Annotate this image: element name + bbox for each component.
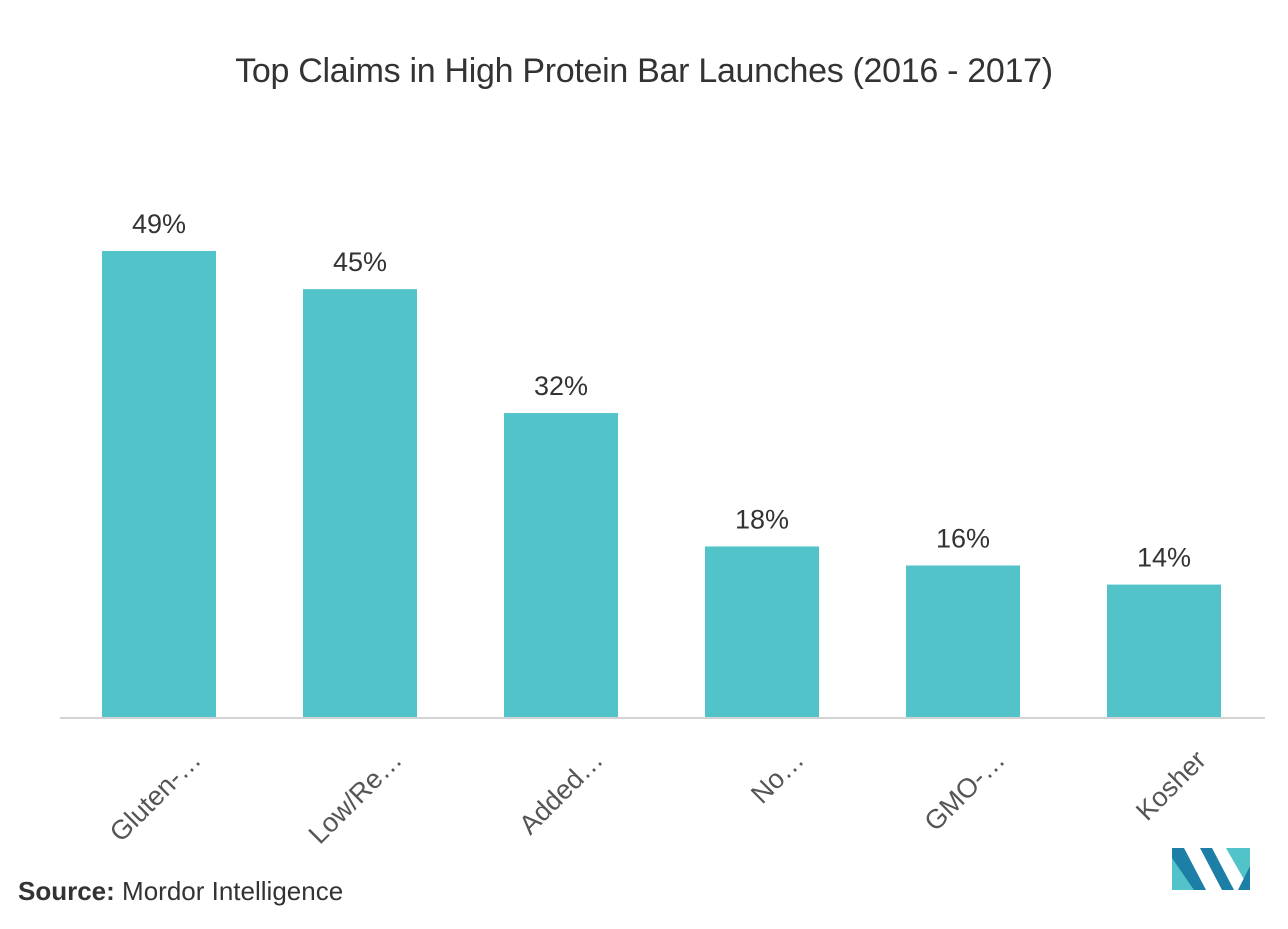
x-tick-label-3: Added… bbox=[513, 745, 609, 841]
x-tick-label-2: Low/Re… bbox=[303, 745, 408, 850]
bar-1 bbox=[102, 251, 216, 718]
data-label-6: 14% bbox=[1137, 543, 1191, 573]
data-label-3: 32% bbox=[534, 371, 588, 401]
source-note: Source: Mordor Intelligence bbox=[18, 876, 343, 907]
logo-mid-shape bbox=[1200, 848, 1234, 890]
labels-layer: 49% 45% 32% 18% 16% 14% bbox=[132, 209, 1191, 573]
tick-labels-layer: Gluten-… Low/Re… Added… No… GMO-… Kosher bbox=[104, 745, 1212, 850]
x-tick-label-5: GMO-… bbox=[919, 745, 1011, 837]
chart-title: Top Claims in High Protein Bar Launches … bbox=[235, 52, 1053, 90]
data-label-4: 18% bbox=[735, 504, 789, 534]
x-tick-label-6: Kosher bbox=[1130, 745, 1212, 827]
bar-3 bbox=[504, 413, 618, 718]
source-label: Source: bbox=[18, 876, 115, 906]
logo-right-accent bbox=[1238, 866, 1250, 890]
bar-6 bbox=[1107, 584, 1221, 718]
bar-2 bbox=[303, 289, 417, 718]
data-label-1: 49% bbox=[132, 209, 186, 239]
bars-layer bbox=[102, 251, 1221, 718]
source-text: Mordor Intelligence bbox=[122, 876, 344, 906]
bar-5 bbox=[906, 565, 1020, 718]
data-label-2: 45% bbox=[333, 247, 387, 277]
bar-4 bbox=[705, 546, 819, 718]
data-label-5: 16% bbox=[936, 524, 990, 554]
x-tick-label-4: No… bbox=[745, 745, 810, 810]
x-tick-label-1: Gluten-… bbox=[104, 745, 207, 848]
mordor-intelligence-logo-icon bbox=[1172, 848, 1250, 890]
logo-left-accent bbox=[1172, 858, 1194, 890]
